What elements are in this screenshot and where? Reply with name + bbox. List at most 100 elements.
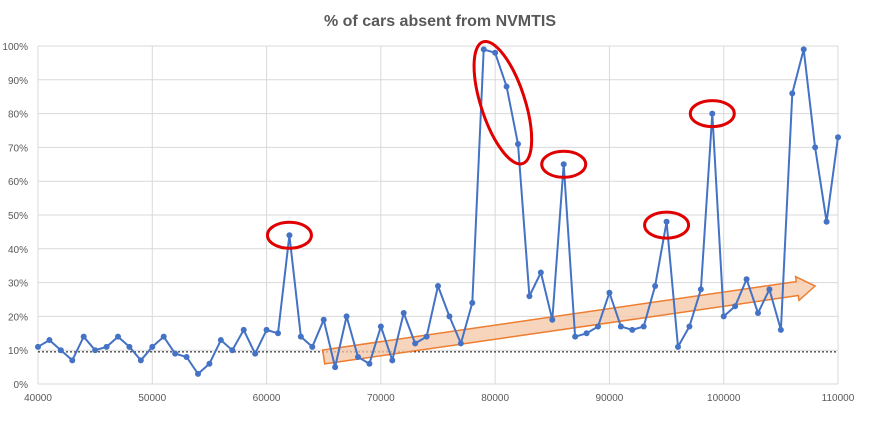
x-tick-label: 90000 bbox=[596, 393, 624, 404]
data-point bbox=[560, 161, 567, 168]
data-point bbox=[263, 326, 270, 333]
data-point bbox=[800, 46, 807, 53]
data-point bbox=[515, 141, 521, 148]
data-point bbox=[732, 303, 739, 310]
data-point bbox=[366, 360, 373, 367]
y-tick-label: 10% bbox=[8, 346, 28, 357]
data-point bbox=[57, 347, 64, 354]
data-point bbox=[229, 347, 236, 354]
y-tick-label: 70% bbox=[8, 143, 28, 154]
data-point bbox=[697, 286, 704, 293]
y-tick-label: 100% bbox=[2, 42, 28, 53]
y-tick-label: 40% bbox=[8, 245, 28, 256]
data-point bbox=[377, 323, 384, 330]
data-point bbox=[126, 343, 133, 350]
data-point bbox=[595, 323, 601, 330]
x-tick-label: 110000 bbox=[822, 393, 855, 404]
chart-title: % of cars absent from NVMTIS bbox=[324, 13, 556, 30]
trend-arrow bbox=[321, 275, 817, 365]
data-point bbox=[343, 313, 350, 320]
highlight-ellipse bbox=[643, 210, 691, 240]
data-point bbox=[275, 330, 281, 337]
y-tick-label: 60% bbox=[8, 177, 28, 188]
data-point bbox=[812, 144, 819, 151]
data-point bbox=[355, 353, 361, 360]
data-point bbox=[583, 330, 590, 337]
data-point bbox=[206, 360, 213, 367]
data-point bbox=[789, 90, 796, 97]
data-point bbox=[766, 286, 773, 293]
data-point bbox=[743, 276, 750, 283]
data-point bbox=[823, 218, 830, 225]
data-point bbox=[149, 343, 156, 350]
data-point bbox=[457, 340, 464, 347]
data-point bbox=[606, 289, 613, 296]
highlight-ellipse bbox=[688, 99, 736, 129]
data-point bbox=[297, 333, 304, 340]
data-point bbox=[137, 357, 144, 364]
data-point bbox=[320, 316, 327, 323]
data-point bbox=[435, 282, 441, 289]
highlight-ellipse bbox=[540, 149, 588, 179]
data-point bbox=[332, 364, 339, 371]
data-point bbox=[252, 350, 259, 357]
data-point bbox=[80, 333, 87, 340]
highlight-ellipse bbox=[472, 39, 534, 166]
data-point bbox=[492, 49, 499, 56]
data-point bbox=[549, 316, 556, 323]
highlight-ellipse bbox=[265, 220, 313, 250]
data-point bbox=[115, 333, 121, 340]
data-point bbox=[503, 83, 510, 90]
data-point bbox=[217, 337, 224, 344]
data-point bbox=[92, 347, 99, 354]
data-point bbox=[172, 350, 179, 357]
data-point bbox=[46, 337, 53, 344]
y-tick-label: 30% bbox=[8, 279, 28, 290]
data-point bbox=[663, 218, 670, 225]
data-point bbox=[686, 323, 693, 330]
data-point bbox=[183, 353, 190, 360]
data-point bbox=[709, 110, 716, 117]
data-point bbox=[617, 323, 624, 330]
data-point bbox=[240, 326, 247, 333]
data-point bbox=[412, 340, 419, 347]
data-point bbox=[640, 323, 647, 330]
series-line bbox=[37, 48, 839, 376]
y-tick-label: 50% bbox=[8, 211, 28, 222]
data-point bbox=[160, 333, 167, 340]
data-point bbox=[652, 282, 659, 289]
data-point bbox=[35, 343, 41, 350]
data-point bbox=[469, 299, 476, 306]
data-point bbox=[526, 293, 533, 300]
data-point bbox=[103, 343, 110, 350]
x-tick-label: 80000 bbox=[481, 393, 509, 404]
data-point bbox=[286, 232, 293, 239]
data-point bbox=[400, 310, 407, 317]
data-point bbox=[720, 313, 727, 320]
data-point bbox=[572, 333, 579, 340]
data-point bbox=[629, 326, 636, 333]
data-points bbox=[35, 46, 841, 377]
x-axis-ticks: 40000 50000 60000 70000 80000 90000 100000 1100… bbox=[24, 393, 855, 404]
x-tick-label: 40000 bbox=[24, 393, 52, 404]
x-tick-label: 60000 bbox=[253, 393, 281, 404]
y-tick-label: 0% bbox=[14, 380, 29, 391]
data-point bbox=[835, 134, 841, 141]
data-point bbox=[69, 357, 76, 364]
data-point bbox=[446, 313, 453, 320]
data-point bbox=[423, 333, 430, 340]
x-tick-label: 50000 bbox=[138, 393, 166, 404]
y-tick-label: 80% bbox=[8, 110, 28, 121]
y-axis-ticks: 0% 10% 20% 30% 40% 50% 60% 70% 80% 90% 100% bbox=[2, 42, 28, 391]
data-point bbox=[309, 343, 316, 350]
data-point bbox=[675, 343, 681, 350]
y-tick-label: 90% bbox=[8, 76, 28, 87]
data-point bbox=[537, 269, 544, 276]
x-tick-label: 100000 bbox=[707, 393, 741, 404]
data-point bbox=[777, 326, 784, 333]
data-point bbox=[195, 370, 201, 377]
x-tick-label: 70000 bbox=[367, 393, 395, 404]
highlight-ellipses bbox=[265, 39, 736, 250]
data-point bbox=[755, 310, 761, 317]
